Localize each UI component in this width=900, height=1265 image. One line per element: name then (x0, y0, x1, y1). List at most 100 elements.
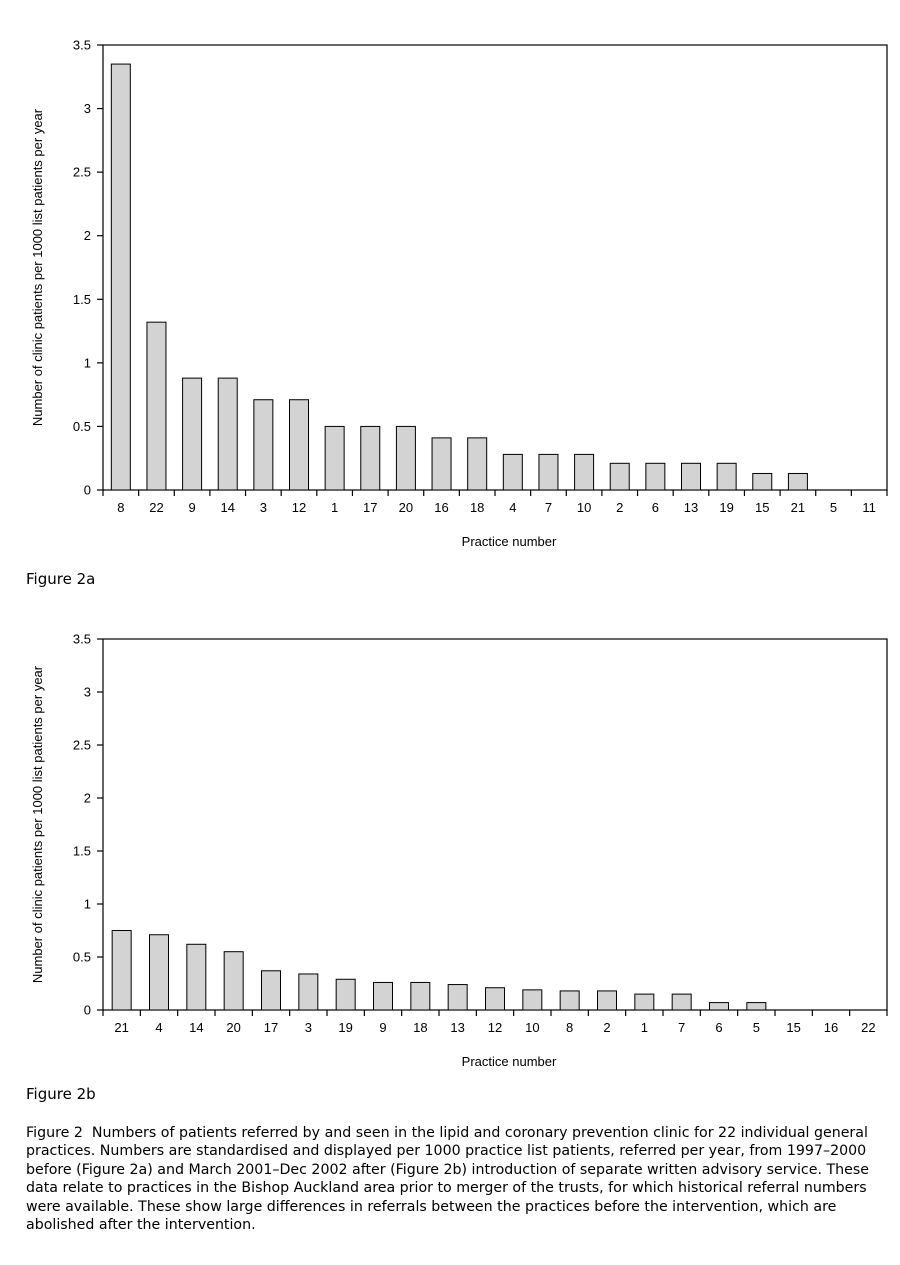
fig2b-bar-10 (522, 989, 543, 1011)
fig2a-bar-1 (324, 425, 345, 491)
fig2b-x-tick-label: 18 (413, 1020, 427, 1035)
fig2b-y-axis-label: Number of clinic patients per 1000 list … (30, 665, 45, 983)
fig2b-x-axis-label: Practice number (462, 1054, 557, 1069)
fig2a-x-tick-label: 8 (117, 500, 124, 515)
fig2b-y-tick-label: 2 (84, 791, 91, 806)
fig2b-x-tick-label: 3 (305, 1020, 312, 1035)
fig2a-bar-19 (716, 462, 737, 491)
fig2a-x-tick-label: 2 (616, 500, 623, 515)
fig2b-bar-6 (709, 1002, 729, 1011)
fig2b-x-tick-label: 10 (525, 1020, 539, 1035)
fig2a-y-tick-label: 3 (84, 101, 91, 116)
fig2a-bar-18 (467, 437, 488, 491)
fig2b-bar-1 (634, 993, 655, 1011)
fig2b-x-tick-label: 5 (753, 1020, 760, 1035)
fig2a-bar-12 (289, 399, 309, 491)
fig2b-x-tick-label: 2 (603, 1020, 610, 1035)
bar-chart-2b: 0 0.5 1 1.5 2 2.5 3 3.5 21 4 14 20 17 3 19 9 18 13 12 10 8 2 1… (0, 598, 900, 1088)
fig2b-bar-8 (559, 990, 580, 1011)
fig2b-y-tick-label: 1.5 (73, 844, 91, 859)
fig2b-x-tick-label: 4 (155, 1020, 162, 1035)
fig2b-y-tick-label: 0 (84, 1003, 91, 1018)
fig2a-bar-22 (146, 321, 167, 491)
fig2b-x-tick-label: 15 (786, 1020, 800, 1035)
fig2a-x-tick-label: 18 (470, 500, 484, 515)
fig2a-x-tick-label: 21 (791, 500, 805, 515)
fig2a-y-tick-label: 0 (84, 483, 91, 498)
fig2b-plot-frame (102, 638, 888, 1011)
fig2b-bar-21 (111, 930, 132, 1011)
fig2b-bar-19 (335, 978, 356, 1011)
fig2a-bar-9 (182, 377, 203, 491)
fig2a-x-tick-label: 4 (509, 500, 516, 515)
fig2a-x-tick-label: 12 (292, 500, 306, 515)
fig2a-x-tick-label: 22 (149, 500, 163, 515)
fig2b-x-tick-label: 12 (488, 1020, 502, 1035)
fig2a-bar-3 (253, 399, 274, 491)
figure-label-2b: Figure 2b (26, 1085, 96, 1103)
fig2a-x-tick-label: 10 (577, 500, 591, 515)
fig2a-bar-21 (787, 472, 808, 491)
fig2a-y-tick-label: 0.5 (73, 419, 91, 434)
fig2b-x-tick-label: 22 (861, 1020, 875, 1035)
fig2b-x-tick-label: 13 (450, 1020, 464, 1035)
fig2b-y-tick-label: 1 (84, 897, 91, 912)
fig2a-x-tick-label: 7 (545, 500, 552, 515)
fig2b-y-tick-label: 2.5 (73, 738, 91, 753)
fig2a-bar-2 (609, 462, 630, 491)
fig2a-x-tick-label: 6 (652, 500, 659, 515)
fig2a-x-tick-label: 13 (684, 500, 698, 515)
fig2a-y-tick-label: 1 (84, 355, 91, 370)
fig2a-x-tick-label: 19 (719, 500, 733, 515)
fig2b-x-tick-label: 21 (114, 1020, 128, 1035)
fig2a-x-tick-label: 16 (434, 500, 448, 515)
figure-label-2a: Figure 2a (26, 570, 96, 588)
fig2b-bar-9 (373, 981, 393, 1011)
fig2b-bar-12 (485, 987, 505, 1011)
fig2b-bar-13 (447, 984, 468, 1011)
fig2a-bar-16 (431, 437, 452, 491)
fig2b-x-tick-label: 1 (641, 1020, 648, 1035)
fig2a-x-axis-label: Practice number (462, 534, 557, 549)
fig2a-x-tick-label: 3 (260, 500, 267, 515)
fig2b-x-tick-label: 7 (678, 1020, 685, 1035)
caption-label: Figure 2 (26, 1125, 83, 1141)
fig2a-bar-8 (110, 63, 131, 491)
fig2b-bar-5 (746, 1002, 767, 1011)
fig2a-x-tick-label: 17 (363, 500, 377, 515)
fig2a-x-tick-label: 20 (399, 500, 413, 515)
fig2b-x-tick-label: 6 (715, 1020, 722, 1035)
fig2b-bar-14 (186, 943, 207, 1011)
bar-chart-2b-svg: 00.511.522.533.521 4 14 20 17 3 19 9 18 13 12 10 8 2 1… (30, 632, 888, 1069)
fig2b-y-tick-label: 3.5 (73, 632, 91, 647)
fig2b-bar-18 (410, 981, 431, 1011)
caption-text: Numbers of patients referred by and seen… (26, 1125, 869, 1234)
fig2b-x-tick-label: 9 (379, 1020, 386, 1035)
fig2a-y-tick-label: 2 (84, 228, 91, 243)
fig2a-bar-4 (502, 453, 523, 491)
fig2a-y-tick-label: 1.5 (73, 292, 91, 307)
fig2b-bar-20 (223, 951, 244, 1011)
fig2a-bar-7 (538, 453, 559, 491)
fig2b-y-tick-label: 3 (84, 685, 91, 700)
fig2a-y-tick-label: 2.5 (73, 165, 91, 180)
fig2a-bar-17 (360, 425, 381, 491)
fig2b-x-tick-label: 8 (566, 1020, 573, 1035)
fig2a-bar-14 (217, 377, 238, 491)
bar-chart-2a: 0 0.5 1 1.5 2 2.5 3 3.5 8 22 9 14 3 12 1 17 20 16 18 4 7 10 2 6… (0, 0, 900, 570)
fig2b-bar-3 (298, 973, 319, 1011)
fig2a-x-tick-label: 9 (188, 500, 195, 515)
fig2b-bar-17 (261, 970, 281, 1011)
fig2a-y-tick-label: 3.5 (73, 38, 91, 53)
fig2a-bar-15 (752, 472, 773, 491)
fig2b-x-tick-label: 17 (264, 1020, 278, 1035)
fig2a-bar-10 (574, 453, 595, 491)
fig2b-bar-7 (671, 993, 692, 1011)
fig2a-bar-6 (645, 462, 666, 491)
fig2b-x-tick-label: 16 (824, 1020, 838, 1035)
fig2a-y-axis-label: Number of clinic patients per 1000 list … (30, 108, 45, 426)
fig2a-x-tick-label: 11 (862, 500, 876, 515)
fig2b-bar-4 (149, 934, 169, 1011)
fig2b-y-tick-label: 0.5 (73, 950, 91, 965)
fig2b-x-tick-label: 20 (226, 1020, 240, 1035)
